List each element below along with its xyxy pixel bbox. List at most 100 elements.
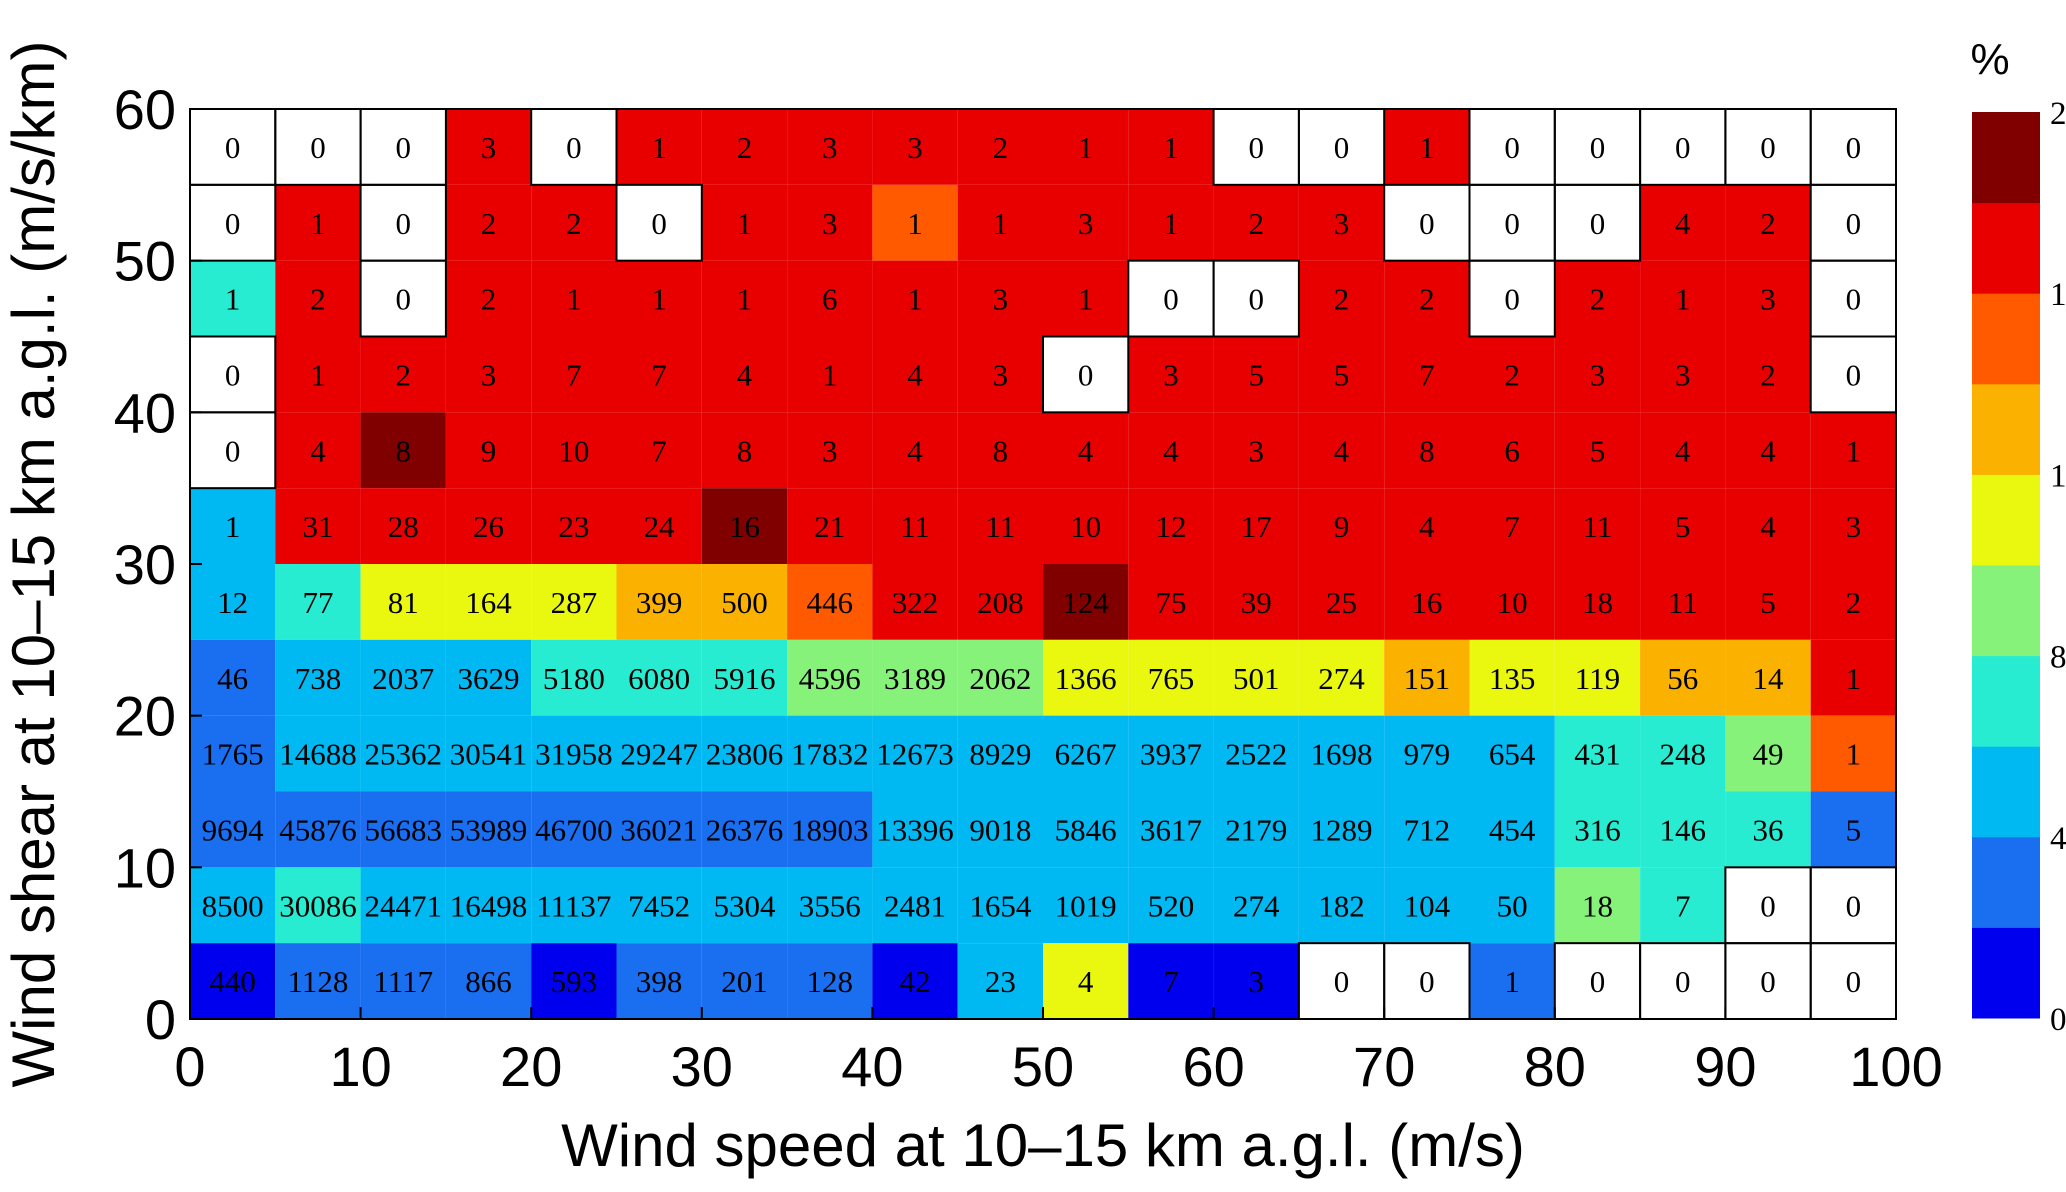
heatmap-cell <box>701 715 788 792</box>
cell-count-label: 4596 <box>799 661 861 696</box>
heatmap-cell <box>275 260 361 337</box>
x-tick-label: 40 <box>841 1035 903 1098</box>
heatmap-cell <box>701 260 788 337</box>
heatmap-cell <box>701 184 788 261</box>
heatmap-cell <box>190 564 276 640</box>
heatmap-cell <box>1725 109 1811 185</box>
heatmap-cell <box>1043 260 1129 337</box>
heatmap-cell <box>1554 639 1641 716</box>
heatmap-cell <box>701 639 788 716</box>
heatmap-cell <box>1640 260 1726 337</box>
cell-count-label: 56683 <box>365 812 443 847</box>
heatmap-cell <box>1128 488 1214 564</box>
cell-count-label: 399 <box>636 585 683 620</box>
colorbar-segment <box>1972 293 2040 385</box>
cell-count-label: 3 <box>1078 206 1094 241</box>
heatmap-cell <box>1810 260 1896 337</box>
cell-count-label: 12673 <box>876 737 954 772</box>
cell-count-label: 1 <box>822 357 838 392</box>
heatmap-cell <box>957 715 1043 792</box>
cell-count-label: 4 <box>737 357 753 392</box>
cell-count-label: 11 <box>985 509 1015 544</box>
heatmap-cell <box>275 412 361 489</box>
cell-count-label: 1 <box>1078 282 1094 317</box>
cell-count-label: 398 <box>636 964 683 999</box>
cell-count-label: 4 <box>310 433 326 468</box>
cell-count-label: 29247 <box>620 737 698 772</box>
cell-count-label: 0 <box>225 206 241 241</box>
y-tick-label: 10 <box>114 836 176 899</box>
cell-count-label: 21 <box>814 509 845 544</box>
cell-count-label: 45876 <box>279 812 357 847</box>
cell-count-label: 3189 <box>884 661 946 696</box>
heatmap-cell <box>787 260 873 337</box>
cell-count-label: 0 <box>396 206 412 241</box>
heatmap-cell <box>1554 412 1641 489</box>
heatmap-cell <box>1640 412 1726 489</box>
cell-count-label: 3 <box>907 130 923 165</box>
heatmap-cell <box>360 260 446 337</box>
heatmap-cell <box>616 260 702 337</box>
cell-count-label: 501 <box>1233 661 1280 696</box>
heatmap-cell <box>616 184 702 261</box>
cell-count-label: 42 <box>900 964 931 999</box>
heatmap-cell <box>445 109 532 185</box>
cell-count-label: 18 <box>1582 585 1613 620</box>
heatmap-cell <box>531 564 617 640</box>
empty-cell-border <box>1042 335 1130 414</box>
cell-count-label: 7 <box>651 357 667 392</box>
cell-count-label: 36 <box>1753 812 1784 847</box>
heatmap-cell <box>1213 639 1299 716</box>
cell-count-label: 2 <box>1846 585 1862 620</box>
cell-count-label: 2 <box>310 282 326 317</box>
heatmap-cell <box>1298 564 1385 640</box>
colorbar-segment <box>1972 202 2040 294</box>
heatmap-cell <box>1298 791 1385 868</box>
cell-count-label: 4 <box>1419 509 1435 544</box>
heatmap-cell <box>1213 336 1299 413</box>
heatmap-cell <box>1640 943 1726 1019</box>
cell-count-label: 2 <box>1760 357 1776 392</box>
heatmap-cell <box>1384 639 1470 716</box>
cell-count-label: 1 <box>907 282 923 317</box>
heatmap-cells: 0 0 0 3 0 1 2 3 3 2 1 1 0 0 1 0 0 0 0 00 1 0 2 2 0 1 3 1 1 3 1 2 3 0 0 0 4 2 0… <box>190 109 1896 1019</box>
cell-count-label: 5 <box>1249 357 1265 392</box>
cell-count-label: 0 <box>1760 964 1776 999</box>
heatmap-cell <box>531 943 617 1019</box>
heatmap-cell <box>1810 867 1896 944</box>
heatmap-cell <box>190 336 276 413</box>
y-tick-label: 50 <box>114 230 176 293</box>
cell-count-label: 3617 <box>1140 812 1202 847</box>
heatmap-cell <box>616 639 702 716</box>
cell-count-label: 1 <box>310 206 326 241</box>
heatmap-cell <box>1810 639 1896 716</box>
cell-count-label: 3 <box>1249 964 1265 999</box>
heatmap-cell <box>275 715 361 792</box>
x-tick-label: 50 <box>1012 1035 1074 1098</box>
cell-count-label: 5916 <box>713 661 775 696</box>
cell-count-label: 0 <box>1419 964 1435 999</box>
heatmap-cell <box>872 412 958 489</box>
cell-count-label: 0 <box>1334 964 1350 999</box>
colorbar-segment <box>1972 565 2040 657</box>
heatmap-cell <box>1640 639 1726 716</box>
cell-count-label: 11137 <box>536 888 611 923</box>
cell-count-label: 7 <box>651 433 667 468</box>
x-tick-label: 80 <box>1524 1035 1586 1098</box>
heatmap-cell <box>787 639 873 716</box>
heatmap-cell <box>957 564 1043 640</box>
heatmap-cell <box>1384 715 1470 792</box>
cell-count-label: 4 <box>1078 433 1094 468</box>
heatmap-cell <box>275 184 361 261</box>
heatmap-cell <box>531 260 617 337</box>
y-tick-label: 60 <box>114 78 176 141</box>
heatmap-cell <box>1213 867 1299 944</box>
cell-count-label: 31 <box>302 509 333 544</box>
heatmap-cell <box>275 488 361 564</box>
cell-count-label: 2 <box>1334 282 1350 317</box>
cell-count-label: 9694 <box>202 812 265 847</box>
cell-count-label: 8 <box>1419 433 1435 468</box>
heatmap-cell <box>1043 715 1129 792</box>
heatmap-cell <box>957 943 1043 1019</box>
